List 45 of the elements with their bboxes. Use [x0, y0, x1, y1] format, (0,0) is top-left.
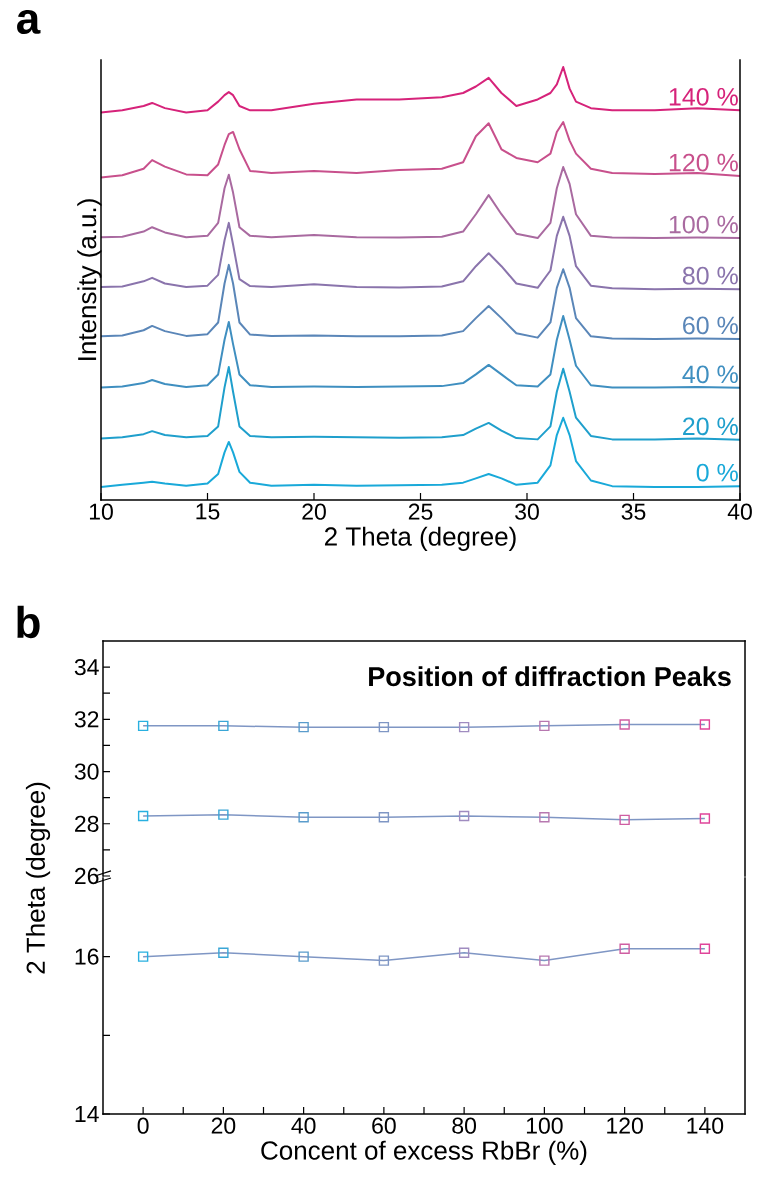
point	[298, 951, 309, 962]
x-tick-label: 0	[137, 1117, 149, 1134]
y-tick-label: 28	[75, 815, 99, 832]
y-axis-title: 2 Theta (degree)	[25, 782, 51, 974]
y-tick-label: 16	[75, 948, 99, 965]
y-tick-label: 32	[74, 711, 99, 728]
y-tick-label: 30	[74, 763, 99, 780]
text: b	[17, 605, 40, 639]
y-tick-label: 26	[75, 867, 99, 885]
x-axis-title: 2 Theta (degree)	[324, 526, 516, 551]
point	[539, 955, 550, 966]
x-tick-label: 100	[526, 1117, 563, 1134]
x-tick-label: 15	[196, 503, 220, 520]
x-tick-label: 40	[727, 503, 752, 520]
x-tick-label: 35	[621, 503, 646, 520]
x-tick-label: 30	[515, 503, 539, 520]
point	[378, 955, 390, 966]
text: Position of diffraction Peaks	[369, 666, 731, 687]
series-label: 60 %	[683, 316, 738, 335]
x-tick-label: 140	[687, 1117, 724, 1134]
point	[137, 951, 149, 962]
series-label: 100 %	[669, 215, 738, 234]
point	[458, 947, 470, 958]
series-label: 40 %	[682, 365, 738, 384]
y-tick-label: 34	[74, 658, 99, 676]
series-label: 20 %	[683, 417, 738, 436]
text: a	[17, 9, 41, 35]
series-label: 140 %	[669, 87, 738, 106]
series-label: 120 %	[669, 153, 738, 172]
point	[699, 943, 711, 954]
x-tick-label: 120	[607, 1117, 643, 1134]
x-axis-title: Concent of excess RbBr (%)	[261, 1140, 587, 1165]
x-tick-label: 40	[291, 1117, 316, 1134]
x-tick-label: 80	[452, 1117, 477, 1134]
point	[619, 943, 630, 954]
series-label: 0 %	[696, 463, 738, 482]
point	[218, 947, 229, 958]
x-tick-label: 10	[89, 503, 113, 520]
y-tick-label: 14	[75, 1106, 99, 1122]
series-label: 80 %	[682, 266, 738, 285]
x-tick-label: 20	[211, 1117, 236, 1134]
x-tick-label: 25	[408, 503, 433, 520]
x-tick-label: 60	[372, 1117, 396, 1134]
y-axis-title: Intensity (a.u.)	[77, 199, 102, 360]
x-tick-label: 20	[302, 503, 326, 520]
